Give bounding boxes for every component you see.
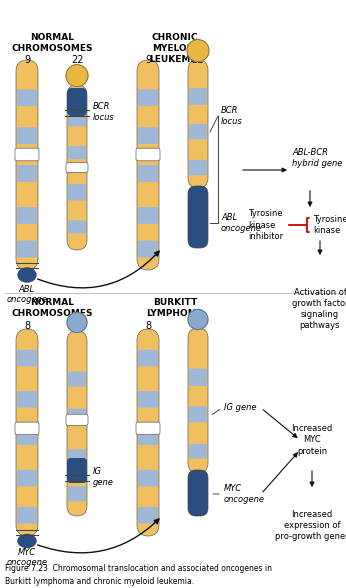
FancyArrowPatch shape xyxy=(38,251,159,288)
Text: 9: 9 xyxy=(145,55,151,65)
FancyBboxPatch shape xyxy=(15,148,39,161)
FancyBboxPatch shape xyxy=(136,148,160,161)
Text: 22: 22 xyxy=(71,55,83,65)
FancyBboxPatch shape xyxy=(68,184,86,201)
FancyBboxPatch shape xyxy=(188,328,208,473)
FancyBboxPatch shape xyxy=(66,162,88,172)
Text: IG gene: IG gene xyxy=(224,403,256,413)
FancyBboxPatch shape xyxy=(17,165,37,182)
Text: ABL
oncogene: ABL oncogene xyxy=(7,285,47,305)
FancyBboxPatch shape xyxy=(67,85,87,250)
Text: Activation of
growth factor
signaling
pathways: Activation of growth factor signaling pa… xyxy=(292,288,346,330)
Circle shape xyxy=(188,309,208,329)
FancyBboxPatch shape xyxy=(189,406,207,422)
Text: Tyrosine
kinase
inhibitor: Tyrosine kinase inhibitor xyxy=(248,209,283,240)
FancyBboxPatch shape xyxy=(68,372,86,386)
Text: Increased
MYC
protein: Increased MYC protein xyxy=(291,425,333,456)
FancyBboxPatch shape xyxy=(68,146,86,159)
FancyBboxPatch shape xyxy=(16,60,38,270)
Text: 8: 8 xyxy=(145,321,151,331)
FancyBboxPatch shape xyxy=(137,329,159,536)
Text: IG
gene: IG gene xyxy=(93,467,114,487)
FancyBboxPatch shape xyxy=(15,422,39,435)
FancyBboxPatch shape xyxy=(17,429,37,445)
FancyBboxPatch shape xyxy=(138,507,158,523)
FancyBboxPatch shape xyxy=(17,350,37,366)
FancyBboxPatch shape xyxy=(136,422,160,435)
FancyBboxPatch shape xyxy=(68,449,86,464)
FancyBboxPatch shape xyxy=(138,127,158,144)
Ellipse shape xyxy=(18,268,36,282)
FancyBboxPatch shape xyxy=(189,444,207,459)
FancyBboxPatch shape xyxy=(137,60,159,270)
FancyBboxPatch shape xyxy=(17,207,37,224)
FancyBboxPatch shape xyxy=(67,458,87,483)
Text: Tyrosine
kinase: Tyrosine kinase xyxy=(313,215,346,235)
FancyBboxPatch shape xyxy=(17,127,37,144)
Text: 14: 14 xyxy=(71,321,83,331)
Text: ABL
oncogene: ABL oncogene xyxy=(221,213,262,233)
Text: 14: 14 xyxy=(192,321,204,331)
Text: BCR
locus: BCR locus xyxy=(221,106,243,126)
Circle shape xyxy=(67,312,87,332)
FancyBboxPatch shape xyxy=(17,507,37,523)
FancyBboxPatch shape xyxy=(17,89,37,106)
FancyBboxPatch shape xyxy=(188,186,208,248)
FancyBboxPatch shape xyxy=(189,124,207,139)
FancyBboxPatch shape xyxy=(16,329,38,536)
FancyBboxPatch shape xyxy=(68,220,86,233)
FancyBboxPatch shape xyxy=(66,415,88,425)
Text: MYC
oncogene: MYC oncogene xyxy=(7,548,47,567)
FancyBboxPatch shape xyxy=(188,470,208,516)
Text: CHRONIC
MYELOID
LEUKEMIA: CHRONIC MYELOID LEUKEMIA xyxy=(149,33,201,64)
Text: Figure 7.23  Chromosomal translocation and associated oncogenes in
Burkitt lymph: Figure 7.23 Chromosomal translocation an… xyxy=(5,564,272,586)
FancyBboxPatch shape xyxy=(189,369,207,386)
Ellipse shape xyxy=(18,534,36,547)
Text: BCR
locus: BCR locus xyxy=(93,102,115,122)
Circle shape xyxy=(187,39,209,62)
FancyBboxPatch shape xyxy=(68,409,86,423)
Circle shape xyxy=(66,65,88,86)
FancyBboxPatch shape xyxy=(67,88,87,116)
FancyBboxPatch shape xyxy=(138,240,158,258)
FancyBboxPatch shape xyxy=(138,391,158,407)
Text: 22: 22 xyxy=(192,55,204,65)
FancyBboxPatch shape xyxy=(17,240,37,258)
FancyBboxPatch shape xyxy=(189,88,207,105)
Text: NORMAL
CHROMOSOMES: NORMAL CHROMOSOMES xyxy=(11,298,93,318)
FancyBboxPatch shape xyxy=(17,391,37,407)
FancyArrowPatch shape xyxy=(38,519,159,553)
Text: MYC
oncogene: MYC oncogene xyxy=(224,485,265,504)
Text: 8: 8 xyxy=(24,321,30,331)
FancyBboxPatch shape xyxy=(138,470,158,486)
FancyBboxPatch shape xyxy=(189,160,207,175)
FancyBboxPatch shape xyxy=(138,429,158,445)
FancyBboxPatch shape xyxy=(68,113,86,126)
Text: Increased
expression of
pro-growth genes: Increased expression of pro-growth genes xyxy=(275,510,346,541)
FancyBboxPatch shape xyxy=(67,331,87,516)
FancyBboxPatch shape xyxy=(138,89,158,106)
Text: 9: 9 xyxy=(24,55,30,65)
Text: BURKITT
LYMPHOMA: BURKITT LYMPHOMA xyxy=(146,298,204,318)
FancyBboxPatch shape xyxy=(138,207,158,224)
FancyBboxPatch shape xyxy=(188,60,208,188)
Text: ABL-BCR
hybrid gene: ABL-BCR hybrid gene xyxy=(292,148,343,168)
FancyBboxPatch shape xyxy=(68,486,86,501)
Text: NORMAL
CHROMOSOMES: NORMAL CHROMOSOMES xyxy=(11,33,93,53)
FancyBboxPatch shape xyxy=(138,165,158,182)
FancyBboxPatch shape xyxy=(138,350,158,366)
FancyBboxPatch shape xyxy=(17,470,37,486)
